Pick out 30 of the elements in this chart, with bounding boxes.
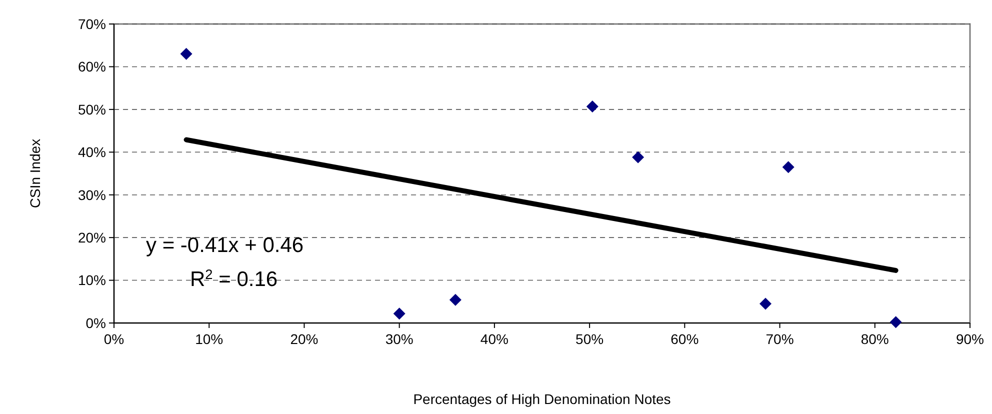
point [180,48,192,60]
y-axis-title: CSIn Index [27,138,43,208]
annotation: R$^{2}$ = 0.16 [190,266,278,291]
annotation: y = -0.41x + 0.46 [146,234,304,257]
point [760,298,772,310]
x-tick-label: 80% [860,331,889,347]
y-tick-label: 70% [78,16,106,32]
y-tick-label: 0% [86,314,106,331]
x-tick-label: 50% [576,331,604,347]
x-tick-label: 30% [385,331,414,347]
y-tick-label: 40% [78,144,106,160]
y-tick-label: 60% [78,58,106,75]
point [782,161,794,174]
point [586,100,598,112]
y-tick-label: 20% [78,229,106,246]
y-tick-label: 30% [78,186,106,203]
x-tick-label: 90% [956,331,984,347]
point [632,151,644,164]
x-tick-label: 60% [670,331,699,347]
x-tick-label: 20% [290,331,318,347]
x-tick-label: 40% [480,331,508,347]
x-tick-label: 0% [104,331,124,347]
x-tick-label: 70% [766,331,794,347]
x-tick-label: 10% [195,331,224,347]
x-axis-title: Percentages of High Denomination Notes [413,391,671,407]
point [890,316,902,328]
point [449,294,462,306]
y-tick-label: 50% [78,101,106,118]
y-tick-label: 10% [78,272,106,288]
point [393,308,406,320]
